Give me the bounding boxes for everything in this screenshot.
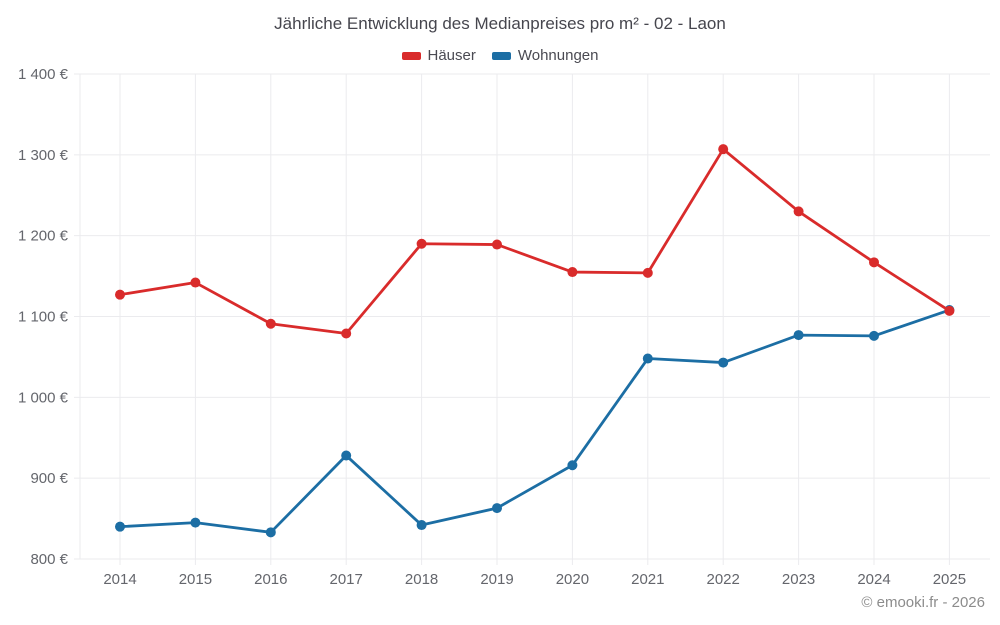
chart-title: Jährliche Entwicklung des Medianpreises … — [274, 14, 726, 33]
x-axis-label: 2016 — [254, 571, 287, 588]
legend-swatch-wohnungen — [491, 51, 511, 60]
x-axis-label: 2022 — [707, 571, 740, 588]
y-axis-label: 1 400 € — [18, 66, 69, 83]
legend-item-haeuser[interactable]: Häuser — [401, 47, 476, 64]
x-axis-label: 2024 — [857, 571, 890, 588]
data-point-wohnungen-2014[interactable] — [115, 521, 125, 532]
legend-label-haeuser: Häuser — [427, 47, 476, 64]
data-point-häuser-2017[interactable] — [341, 328, 352, 339]
x-axis-label: 2019 — [480, 571, 513, 588]
y-axis-label: 900 € — [30, 470, 68, 487]
x-axis-label: 2021 — [631, 571, 664, 588]
series-line-wohnungen — [118, 308, 951, 534]
data-point-wohnungen-2018[interactable] — [416, 520, 427, 531]
data-point-wohnungen-2024[interactable] — [869, 330, 879, 341]
x-axis-label: 2014 — [103, 571, 136, 588]
footer-credit: © emooki.fr - 2026 — [861, 594, 985, 611]
x-axis-label: 2017 — [330, 571, 363, 588]
data-point-wohnungen-2015[interactable] — [190, 517, 201, 528]
data-point-wohnungen-2022[interactable] — [718, 357, 729, 368]
series-line-häuser — [118, 147, 951, 335]
data-point-wohnungen-2020[interactable] — [567, 460, 578, 471]
y-axis-label: 1 100 € — [18, 309, 69, 326]
legend-swatch-haeuser — [401, 51, 421, 60]
data-point-häuser-2021[interactable] — [642, 267, 653, 278]
data-point-häuser-2022[interactable] — [718, 144, 729, 155]
x-axis-label: 2018 — [405, 571, 438, 588]
x-axis-label: 2025 — [933, 571, 966, 588]
data-point-häuser-2024[interactable] — [869, 257, 879, 268]
data-point-wohnungen-2021[interactable] — [642, 353, 653, 364]
y-axis-label: 1 000 € — [18, 389, 69, 406]
x-axis-label: 2020 — [556, 571, 589, 588]
data-point-häuser-2016[interactable] — [265, 318, 276, 329]
data-point-häuser-2014[interactable] — [115, 289, 125, 300]
data-point-häuser-2025[interactable] — [944, 305, 955, 316]
y-axis-label: 1 200 € — [18, 228, 69, 245]
data-point-häuser-2023[interactable] — [793, 206, 804, 217]
data-point-häuser-2019[interactable] — [492, 239, 502, 250]
legend-label-wohnungen: Wohnungen — [517, 47, 599, 64]
data-point-wohnungen-2016[interactable] — [265, 527, 276, 538]
x-axis-label: 2023 — [782, 571, 815, 588]
data-point-wohnungen-2017[interactable] — [341, 450, 352, 461]
data-point-häuser-2018[interactable] — [416, 238, 427, 249]
data-point-häuser-2020[interactable] — [567, 267, 578, 278]
legend-item-wohnungen[interactable]: Wohnungen — [491, 47, 599, 64]
y-axis-label: 1 300 € — [18, 147, 69, 164]
data-point-wohnungen-2019[interactable] — [492, 503, 502, 514]
data-point-wohnungen-2023[interactable] — [793, 330, 804, 341]
data-point-häuser-2015[interactable] — [190, 277, 201, 288]
y-axis-label: 800 € — [30, 551, 68, 568]
legend: Häuser Wohnungen — [0, 47, 1000, 64]
x-axis-label: 2015 — [179, 571, 212, 588]
